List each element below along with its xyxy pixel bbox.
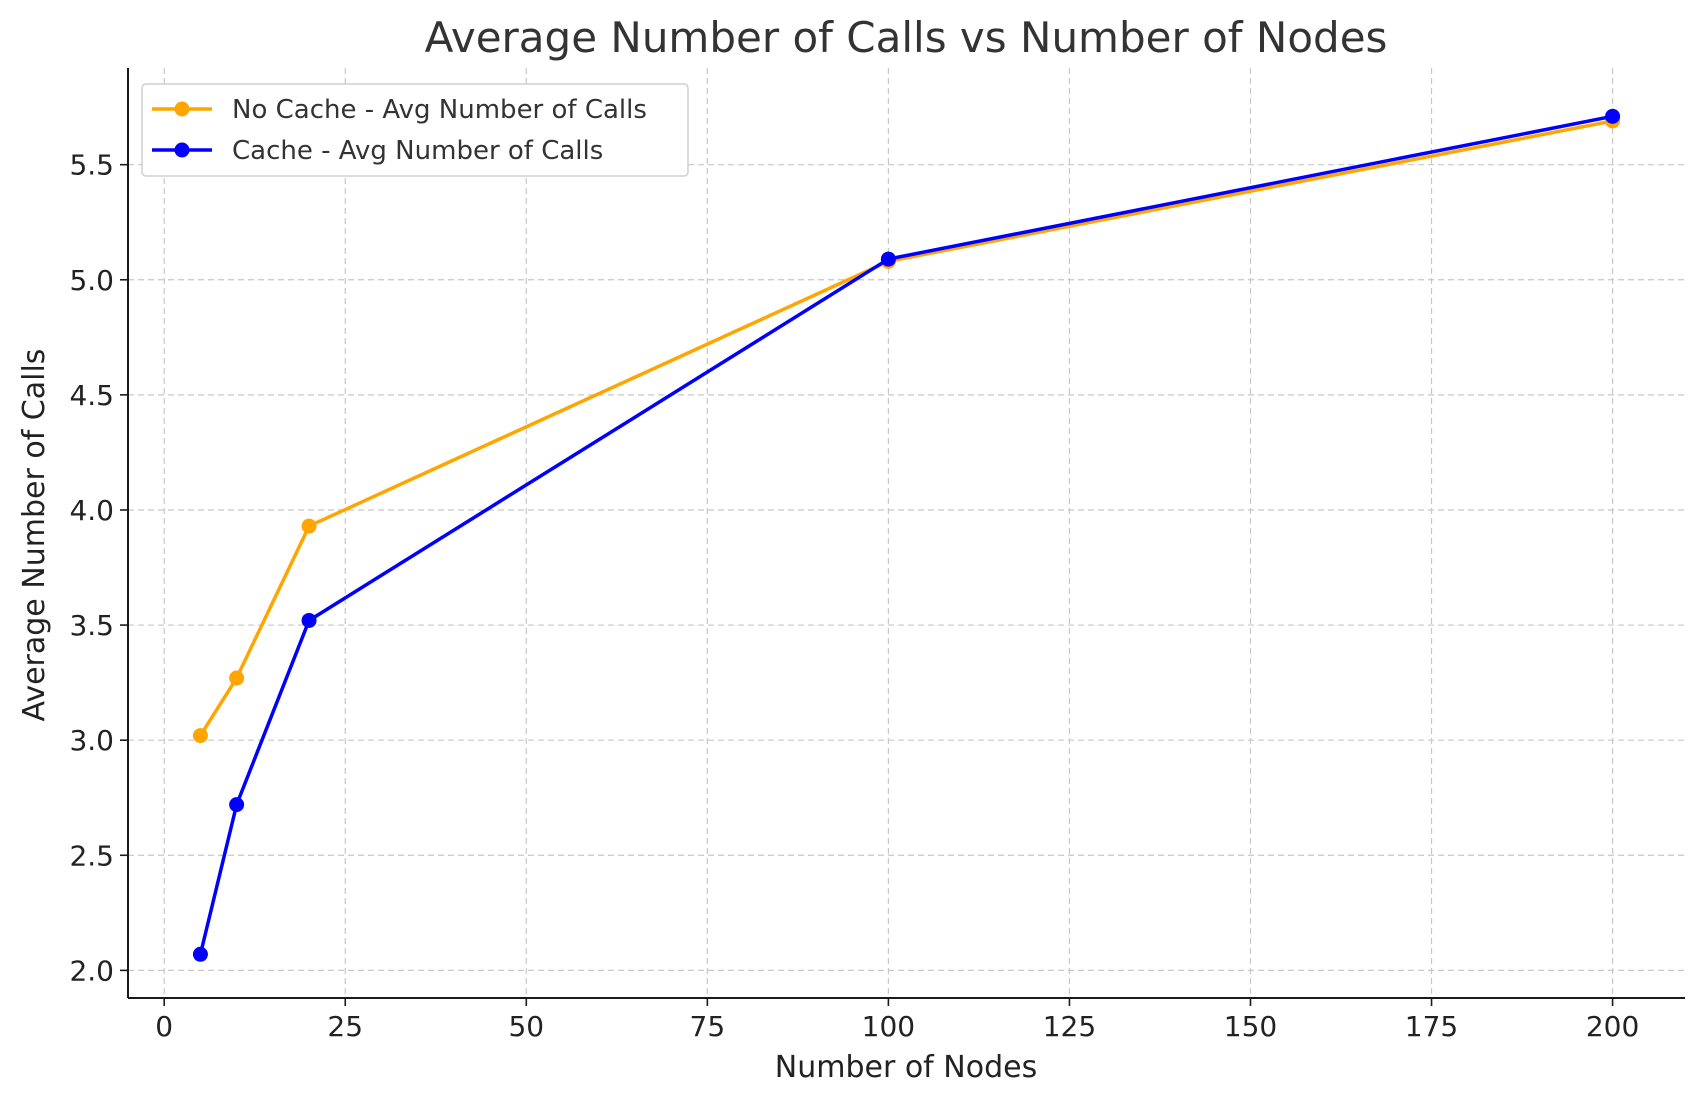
x-tick-label: 175 (1405, 1010, 1458, 1043)
x-tick-label: 100 (862, 1010, 915, 1043)
legend: No Cache - Avg Number of Calls Cache - Av… (141, 83, 689, 177)
x-tick-label: 0 (155, 1010, 173, 1043)
axes: 0 25 50 75 100 125 150 175 200 2.0 2.5 3.0 3.5 4.0 4.5… (69, 68, 1685, 1043)
y-tick-label: 2.0 (69, 954, 114, 987)
x-tick-label: 150 (1224, 1010, 1277, 1043)
y-tick-label: 4.5 (69, 379, 114, 412)
y-tick-label: 2.5 (69, 839, 114, 872)
data-point (301, 518, 317, 534)
data-point (229, 670, 245, 686)
data-point (301, 612, 317, 628)
x-tick-label: 200 (1586, 1010, 1639, 1043)
legend-marker (174, 142, 190, 158)
data-point (229, 797, 245, 813)
x-tick-label: 50 (508, 1010, 544, 1043)
x-tick-label: 25 (327, 1010, 363, 1043)
chart-title: Average Number of Calls vs Number of Nod… (425, 13, 1388, 62)
series-1 (192, 108, 1621, 962)
data-point (1605, 108, 1621, 124)
legend-item: Cache - Avg Number of Calls (152, 136, 603, 166)
y-tick-label: 4.0 (69, 494, 114, 527)
series-line (198, 114, 1613, 955)
legend-box (141, 83, 689, 177)
data-point (192, 946, 208, 962)
data-point (192, 728, 208, 744)
series-line (198, 119, 1613, 737)
y-tick-label: 5.5 (69, 149, 114, 182)
legend-label: No Cache - Avg Number of Calls (232, 95, 647, 125)
x-tick-label: 75 (690, 1010, 726, 1043)
legend-item: No Cache - Avg Number of Calls (152, 95, 647, 125)
series-0 (192, 113, 1621, 744)
series-layer (192, 108, 1621, 962)
y-tick-label: 3.0 (69, 724, 114, 757)
legend-marker (174, 101, 190, 117)
y-tick-label: 5.0 (69, 264, 114, 297)
y-tick-label: 3.5 (69, 609, 114, 642)
data-point (880, 251, 896, 267)
x-axis-title: Number of Nodes (775, 1050, 1037, 1085)
x-tick-label: 125 (1043, 1010, 1096, 1043)
y-axis-title: Average Number of Calls (17, 349, 52, 722)
legend-label: Cache - Avg Number of Calls (232, 136, 603, 166)
grid (128, 68, 1685, 998)
